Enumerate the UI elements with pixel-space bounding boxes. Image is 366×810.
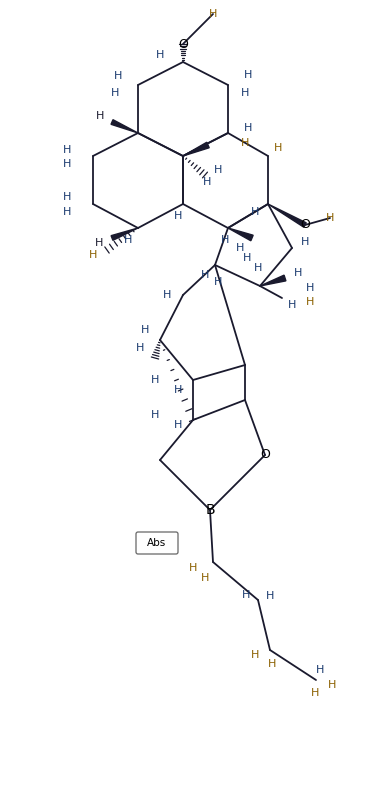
Text: H: H — [244, 123, 252, 133]
Text: H: H — [288, 300, 296, 310]
Text: H: H — [201, 270, 209, 280]
Text: H: H — [268, 659, 276, 669]
Text: H: H — [201, 573, 209, 583]
Text: H: H — [189, 563, 197, 573]
Text: H: H — [266, 591, 274, 601]
Text: H: H — [141, 325, 149, 335]
Text: B: B — [205, 503, 215, 517]
Text: H: H — [111, 88, 119, 98]
Text: H: H — [301, 237, 309, 247]
Text: H: H — [151, 410, 159, 420]
FancyBboxPatch shape — [136, 532, 178, 554]
Text: H: H — [306, 297, 314, 307]
Text: H: H — [63, 145, 71, 155]
Text: H: H — [251, 650, 259, 660]
Text: H: H — [95, 238, 103, 248]
Text: H: H — [174, 385, 182, 395]
Polygon shape — [268, 204, 306, 227]
Polygon shape — [228, 228, 253, 241]
Text: H: H — [244, 70, 252, 80]
Text: H: H — [243, 253, 251, 263]
Text: H: H — [236, 243, 244, 253]
Polygon shape — [111, 120, 138, 133]
Text: H: H — [221, 235, 229, 245]
Text: H: H — [63, 192, 71, 202]
Text: O: O — [260, 449, 270, 462]
Text: H: H — [163, 290, 171, 300]
Text: H: H — [241, 138, 249, 148]
Text: H: H — [114, 71, 122, 81]
Text: H: H — [214, 277, 222, 287]
Text: H: H — [124, 235, 132, 245]
Polygon shape — [183, 143, 209, 156]
Text: O: O — [300, 219, 310, 232]
Polygon shape — [260, 275, 286, 286]
Text: H: H — [156, 50, 164, 60]
Text: H: H — [274, 143, 282, 153]
Text: H: H — [294, 268, 302, 278]
Text: H: H — [209, 9, 217, 19]
Text: O: O — [178, 37, 188, 50]
Text: H: H — [251, 207, 259, 217]
Text: H: H — [326, 213, 334, 223]
Text: H: H — [306, 283, 314, 293]
Text: Abs: Abs — [147, 538, 167, 548]
Polygon shape — [111, 228, 138, 241]
Text: H: H — [174, 211, 182, 221]
Text: H: H — [328, 680, 336, 690]
Text: H: H — [174, 420, 182, 430]
Text: H: H — [214, 165, 222, 175]
Text: H: H — [89, 250, 97, 260]
Text: H: H — [63, 159, 71, 169]
Text: H: H — [254, 263, 262, 273]
Text: H: H — [316, 665, 324, 675]
Text: H: H — [96, 111, 104, 121]
Text: H: H — [63, 207, 71, 217]
Text: H: H — [241, 88, 249, 98]
Text: H: H — [151, 375, 159, 385]
Text: H: H — [136, 343, 144, 353]
Text: H: H — [203, 177, 211, 187]
Text: H: H — [242, 590, 250, 600]
Text: H: H — [311, 688, 319, 698]
